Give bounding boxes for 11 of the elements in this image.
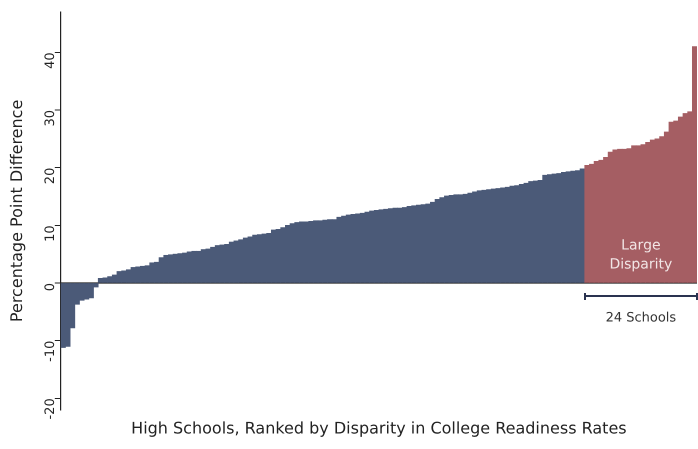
y-tick-label: 40 <box>43 52 58 69</box>
y-tick-label: 20 <box>43 168 58 184</box>
y-axis-title: Percentage Point Difference <box>6 100 26 322</box>
annotation: 24 Schools <box>606 310 676 326</box>
y-tick-label: -20 <box>43 398 58 420</box>
y-tick-label: 0 <box>43 282 58 292</box>
y-tick-label: 10 <box>43 225 58 242</box>
annotation: Large Disparity <box>609 238 672 273</box>
y-tick-label: -10 <box>43 340 58 362</box>
x-axis-title: High Schools, Ranked by Disparity in College Readiness Rates <box>131 418 627 438</box>
y-tick-label: 30 <box>43 110 58 127</box>
